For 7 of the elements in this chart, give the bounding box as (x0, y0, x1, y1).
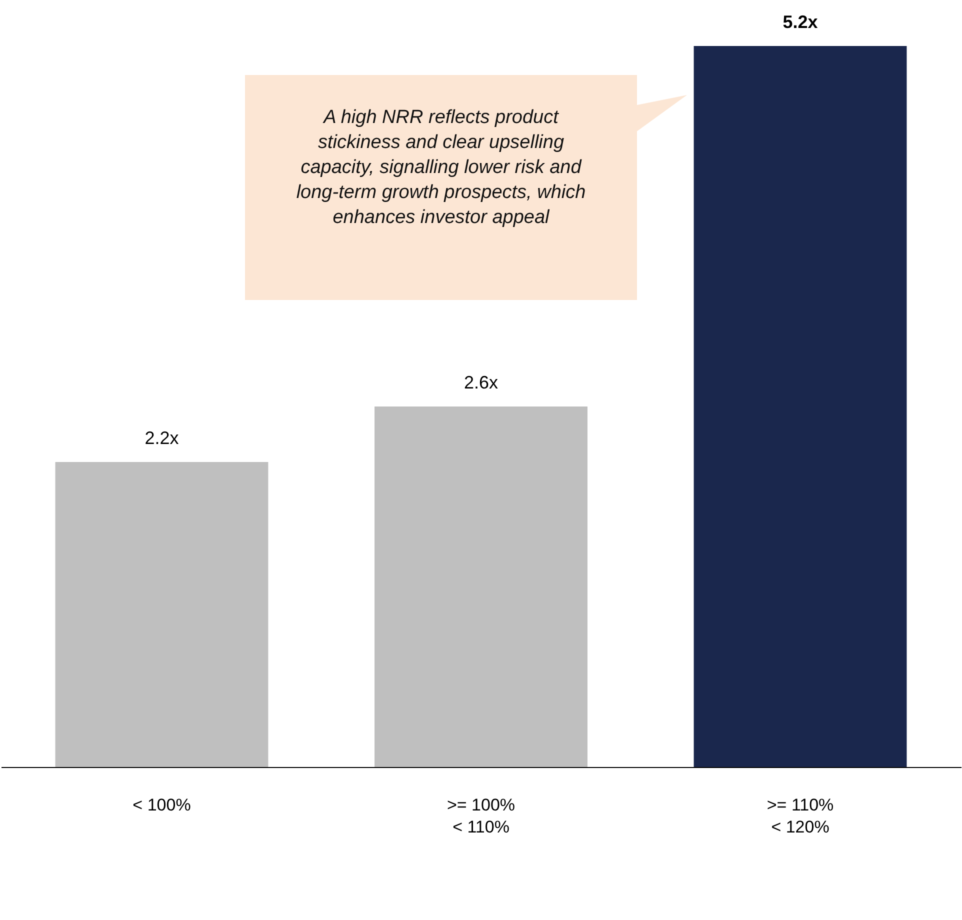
x-tick-label: < 100% (132, 796, 191, 814)
x-tick-label: >= 110% < 120% (766, 796, 834, 836)
annotation: A high NRR reflects product stickiness and clear upselling capacity, signalling lower risk and long-term growth prospects, which enhances investor appeal (296, 107, 586, 228)
data-label: 5.2x (782, 12, 818, 32)
x-tick-label: >= 100% < 110% (446, 796, 516, 836)
data-label: 2.2x (144, 428, 179, 448)
data-label: 2.6x (464, 372, 498, 392)
